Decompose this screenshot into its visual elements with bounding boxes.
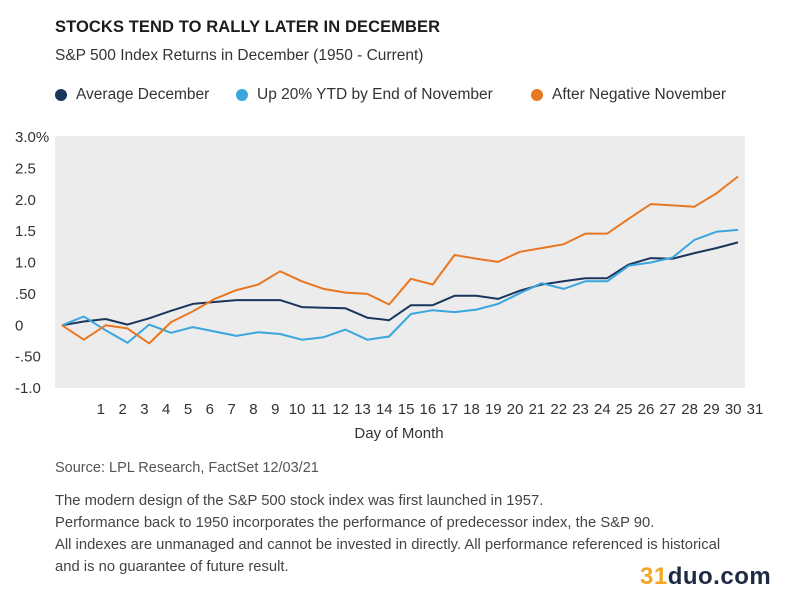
y-tick-label: 2.5 [15, 160, 36, 177]
x-tick-label: 19 [485, 401, 502, 418]
y-tick-label: .50 [15, 286, 36, 303]
x-tick-label: 13 [354, 401, 371, 418]
x-tick-label: 16 [420, 401, 437, 418]
x-tick-label: 12 [332, 401, 349, 418]
x-tick-label: 25 [616, 401, 633, 418]
legend: Average December Up 20% YTD by End of No… [55, 86, 755, 108]
x-tick-label: 27 [659, 401, 676, 418]
x-tick-label: 31 [747, 401, 764, 418]
chart-title: STOCKS TEND TO RALLY LATER IN DECEMBER [55, 18, 441, 36]
x-tick-label: 20 [507, 401, 524, 418]
y-tick-label: 3.0% [15, 129, 49, 146]
x-tick-label: 10 [289, 401, 306, 418]
series-line-up-20-ytd-by-end-of-november [61, 228, 739, 344]
x-tick-label: 4 [162, 401, 170, 418]
y-tick-label: 2.0 [15, 192, 36, 209]
series-line-after-negative-november [61, 175, 739, 345]
legend-item-average-december: Average December [55, 86, 209, 104]
footnote-line: The modern design of the S&P 500 stock i… [55, 493, 544, 509]
footnote-line: Performance back to 1950 incorporates th… [55, 515, 655, 531]
x-tick-label: 1 [97, 401, 105, 418]
x-tick-label: 6 [206, 401, 214, 418]
x-tick-label: 22 [550, 401, 567, 418]
source-note: Source: LPL Research, FactSet 12/03/21 [55, 460, 319, 476]
x-tick-label: 17 [441, 401, 458, 418]
y-tick-label: 1.0 [15, 255, 36, 272]
footnote-line: All indexes are unmanaged and cannot be … [55, 537, 721, 553]
x-tick-label: 24 [594, 401, 611, 418]
y-tick-label: -.50 [15, 349, 41, 366]
x-tick-label: 5 [184, 401, 192, 418]
x-tick-label: 18 [463, 401, 480, 418]
series-line-average-december [61, 241, 739, 327]
x-tick-label: 7 [227, 401, 235, 418]
x-axis-label: Day of Month [354, 425, 443, 442]
footnote-line: and is no guarantee of future result. [55, 559, 289, 575]
x-tick-label: 9 [271, 401, 279, 418]
y-tick-label: -1.0 [15, 380, 41, 397]
x-tick-label: 21 [529, 401, 546, 418]
x-tick-label: 15 [398, 401, 415, 418]
line-chart: 3.0%2.52.01.51.0.500-.50-1.01 2 3 4 5 6 7 8 9 10 1… [15, 129, 764, 442]
watermark: 31duo.com [640, 563, 771, 591]
legend-label: After Negative November [552, 86, 727, 103]
legend-marker-icon [531, 89, 543, 101]
legend-marker-icon [55, 89, 67, 101]
chart-subtitle: S&P 500 Index Returns in December (1950 … [55, 47, 424, 64]
x-tick-label: 2 [118, 401, 126, 418]
x-tick-label: 8 [249, 401, 257, 418]
x-tick-label: 14 [376, 401, 393, 418]
plot-background [55, 136, 745, 388]
x-tick-label: 30 [725, 401, 742, 418]
legend-item-up-20-ytd: Up 20% YTD by End of November [236, 86, 493, 104]
x-tick-label: 29 [703, 401, 720, 418]
legend-item-after-negative-november: After Negative November [531, 86, 726, 104]
x-tick-label: 26 [638, 401, 655, 418]
x-tick-label: 3 [140, 401, 148, 418]
x-tick-label: 28 [681, 401, 698, 418]
legend-marker-icon [236, 89, 248, 101]
watermark-number: 31 [640, 563, 668, 590]
watermark-text: duo.com [667, 563, 772, 590]
footnotes: The modern design of the S&P 500 stock i… [55, 490, 720, 578]
legend-label: Average December [76, 86, 210, 103]
legend-label: Up 20% YTD by End of November [257, 86, 493, 103]
y-tick-label: 0 [15, 317, 23, 334]
y-tick-label: 1.5 [15, 223, 36, 240]
x-tick-label: 23 [572, 401, 589, 418]
x-tick-label: 11 [311, 401, 327, 418]
